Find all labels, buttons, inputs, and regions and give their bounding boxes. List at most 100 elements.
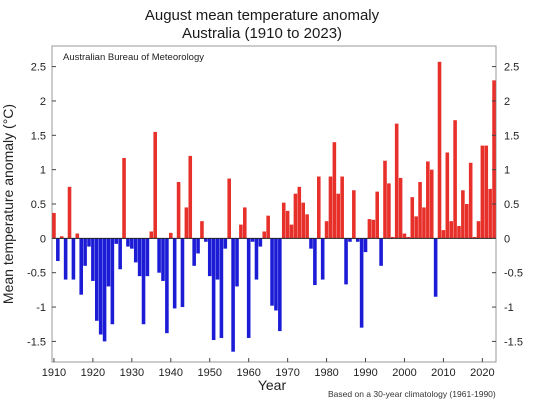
bar-1943 bbox=[180, 238, 185, 308]
bar-1919 bbox=[87, 238, 91, 247]
bar-1917 bbox=[79, 238, 83, 295]
bar-1992 bbox=[371, 219, 376, 239]
bar-1958 bbox=[239, 224, 243, 239]
bar-1916 bbox=[75, 233, 80, 239]
bar-2014 bbox=[457, 225, 461, 239]
bar-2010 bbox=[441, 230, 446, 239]
bar-1942 bbox=[176, 182, 181, 239]
bar-1999 bbox=[398, 177, 403, 239]
bar-1985 bbox=[344, 238, 348, 285]
bar-1929 bbox=[126, 238, 130, 247]
bar-1990 bbox=[363, 238, 368, 253]
bar-1914 bbox=[67, 186, 72, 239]
y-tick-label-right: 2 bbox=[504, 96, 510, 108]
bar-1962 bbox=[254, 238, 259, 280]
x-tick-label: 1970 bbox=[275, 367, 299, 379]
chart-subtitle: Australia (1910 to 2023) bbox=[182, 25, 342, 42]
bar-2003 bbox=[414, 216, 418, 239]
bar-1912 bbox=[59, 236, 64, 239]
bar-1932 bbox=[137, 238, 142, 277]
bar-1924 bbox=[106, 238, 111, 287]
bar-1961 bbox=[250, 238, 255, 242]
y-tick-label-right: -1.5 bbox=[504, 336, 523, 348]
bar-1991 bbox=[367, 219, 372, 239]
source-label: Australian Bureau of Meteorology bbox=[63, 52, 204, 63]
bar-2002 bbox=[410, 197, 415, 239]
y-tick-label-right: 1 bbox=[504, 165, 510, 177]
bar-1977 bbox=[313, 238, 317, 286]
y-tick-label-left: 2 bbox=[40, 96, 46, 108]
y-tick-label-left: 2.5 bbox=[31, 62, 46, 74]
bar-1994 bbox=[379, 238, 383, 266]
bar-1965 bbox=[266, 215, 270, 239]
bar-2000 bbox=[402, 233, 407, 239]
y-tick-label-left: 0 bbox=[40, 233, 46, 245]
bar-1972 bbox=[293, 193, 298, 239]
bar-1968 bbox=[278, 238, 282, 332]
bar-1954 bbox=[223, 238, 228, 249]
bar-1946 bbox=[192, 238, 196, 266]
bar-1995 bbox=[383, 160, 387, 239]
bar-1978 bbox=[317, 176, 321, 239]
bar-1976 bbox=[309, 238, 313, 249]
y-tick-label-right: 2.5 bbox=[504, 62, 519, 74]
bar-2004 bbox=[418, 182, 422, 239]
bar-2021 bbox=[484, 145, 489, 239]
bar-1959 bbox=[243, 207, 247, 239]
y-axis-label: Mean temperature anomaly (°C) bbox=[0, 104, 16, 304]
bar-1913 bbox=[63, 238, 68, 280]
bar-1988 bbox=[355, 238, 360, 242]
bar-1947 bbox=[196, 238, 200, 254]
bar-2017 bbox=[468, 162, 473, 239]
bar-2022 bbox=[488, 188, 492, 239]
bars-group bbox=[52, 61, 496, 352]
bar-1920 bbox=[91, 238, 95, 281]
y-tick-label-right: 0.5 bbox=[504, 199, 519, 211]
bar-1964 bbox=[262, 231, 267, 239]
y-tick-label-left: 0.5 bbox=[31, 199, 46, 211]
bar-1997 bbox=[391, 236, 395, 239]
bar-1966 bbox=[270, 238, 274, 306]
bar-2011 bbox=[445, 152, 450, 239]
bar-1963 bbox=[258, 238, 263, 247]
x-tick-label: 2020 bbox=[470, 367, 494, 379]
bar-2001 bbox=[406, 236, 411, 239]
bar-1974 bbox=[301, 202, 305, 239]
bar-1983 bbox=[336, 193, 341, 239]
x-tick-label: 2000 bbox=[392, 367, 416, 379]
bar-1951 bbox=[211, 238, 216, 341]
bar-1970 bbox=[285, 210, 290, 239]
y-tick-label-right: 0 bbox=[504, 233, 510, 245]
bar-1937 bbox=[157, 238, 161, 273]
bar-1956 bbox=[231, 238, 235, 352]
bar-1960 bbox=[246, 238, 251, 338]
bar-1950 bbox=[207, 238, 212, 277]
bar-1949 bbox=[204, 238, 208, 242]
bar-1993 bbox=[375, 191, 379, 239]
bar-1915 bbox=[71, 238, 76, 280]
bar-1975 bbox=[305, 214, 309, 239]
bar-1933 bbox=[141, 238, 146, 325]
bar-1955 bbox=[227, 178, 231, 239]
bar-1957 bbox=[235, 238, 239, 287]
bar-2013 bbox=[453, 120, 457, 239]
y-tick-label-left: -0.5 bbox=[27, 268, 46, 280]
bar-1996 bbox=[387, 183, 391, 239]
x-tick-label: 1920 bbox=[81, 367, 105, 379]
bar-1986 bbox=[348, 238, 352, 242]
bar-1952 bbox=[215, 238, 220, 280]
y-tick-label-right: -1 bbox=[504, 302, 514, 314]
y-tick-label-right: -0.5 bbox=[504, 268, 523, 280]
y-tick-label-right: 1.5 bbox=[504, 130, 519, 142]
x-tick-label: 1930 bbox=[120, 367, 144, 379]
bar-2023 bbox=[492, 80, 496, 239]
bar-1984 bbox=[340, 176, 344, 239]
bar-1918 bbox=[83, 238, 87, 266]
bar-2015 bbox=[461, 190, 465, 239]
bar-1911 bbox=[56, 238, 60, 262]
bar-1941 bbox=[172, 238, 177, 309]
bar-2019 bbox=[476, 221, 481, 239]
bar-1987 bbox=[352, 190, 356, 239]
y-tick-label-left: 1.5 bbox=[31, 130, 46, 142]
